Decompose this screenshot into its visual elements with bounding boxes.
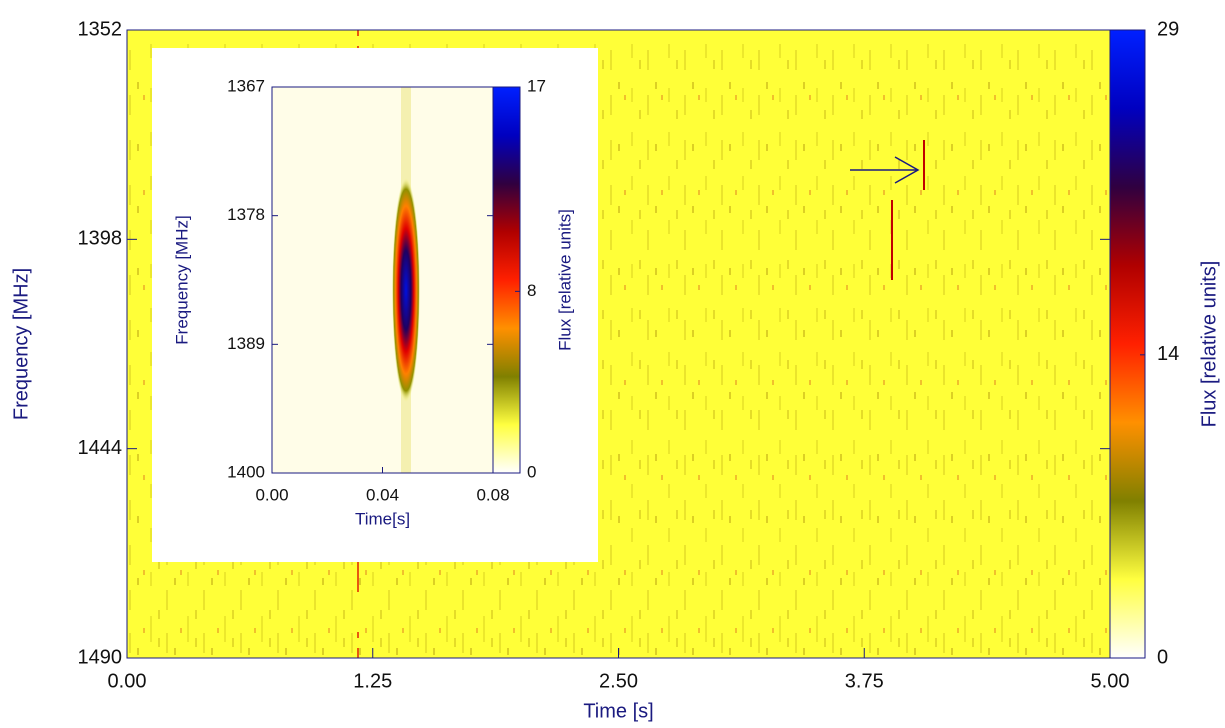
x-tick-label: 0.04	[366, 485, 399, 504]
x-tick-label: 0.00	[108, 670, 147, 692]
colorbar-tick-label: 17	[527, 76, 546, 95]
y-axis-label: Frequency [MHz]	[172, 215, 191, 344]
y-tick-label: 1490	[78, 646, 123, 668]
x-tick-label: 0.08	[476, 485, 509, 504]
y-tick-label: 1444	[78, 437, 123, 459]
y-tick-label: 1367	[227, 76, 265, 95]
pulse	[392, 178, 420, 402]
y-axis-label: Frequency [MHz]	[10, 268, 32, 420]
x-tick-label: 1.25	[353, 670, 392, 692]
y-tick-label: 1389	[227, 334, 265, 353]
colorbar-tick-label: 29	[1157, 18, 1179, 40]
colorbar	[1109, 29, 1146, 659]
y-tick-label: 1400	[227, 462, 265, 481]
x-axis-label: Time[s]	[355, 509, 410, 528]
colorbar	[492, 86, 521, 474]
inset-heatmap	[272, 87, 493, 473]
arrow	[850, 156, 920, 184]
y-tick-label: 1378	[227, 205, 265, 224]
colorbar-tick-label: 0	[1157, 646, 1168, 668]
y-tick-label: 1352	[78, 18, 123, 40]
x-axis-label: Time [s]	[583, 700, 653, 722]
x-tick-label: 5.00	[1091, 670, 1130, 692]
x-tick-label: 3.75	[845, 670, 884, 692]
x-tick-label: 0.00	[255, 485, 288, 504]
colorbar-label: Flux [relative units]	[555, 209, 574, 351]
x-tick-label: 2.50	[599, 670, 638, 692]
colorbar-tick-label: 0	[527, 462, 536, 481]
colorbar-label: Flux [relative units]	[1198, 261, 1220, 428]
y-tick-label: 1398	[78, 228, 123, 250]
colorbar-tick-label: 14	[1157, 343, 1179, 365]
colorbar-tick-label: 8	[527, 281, 536, 300]
